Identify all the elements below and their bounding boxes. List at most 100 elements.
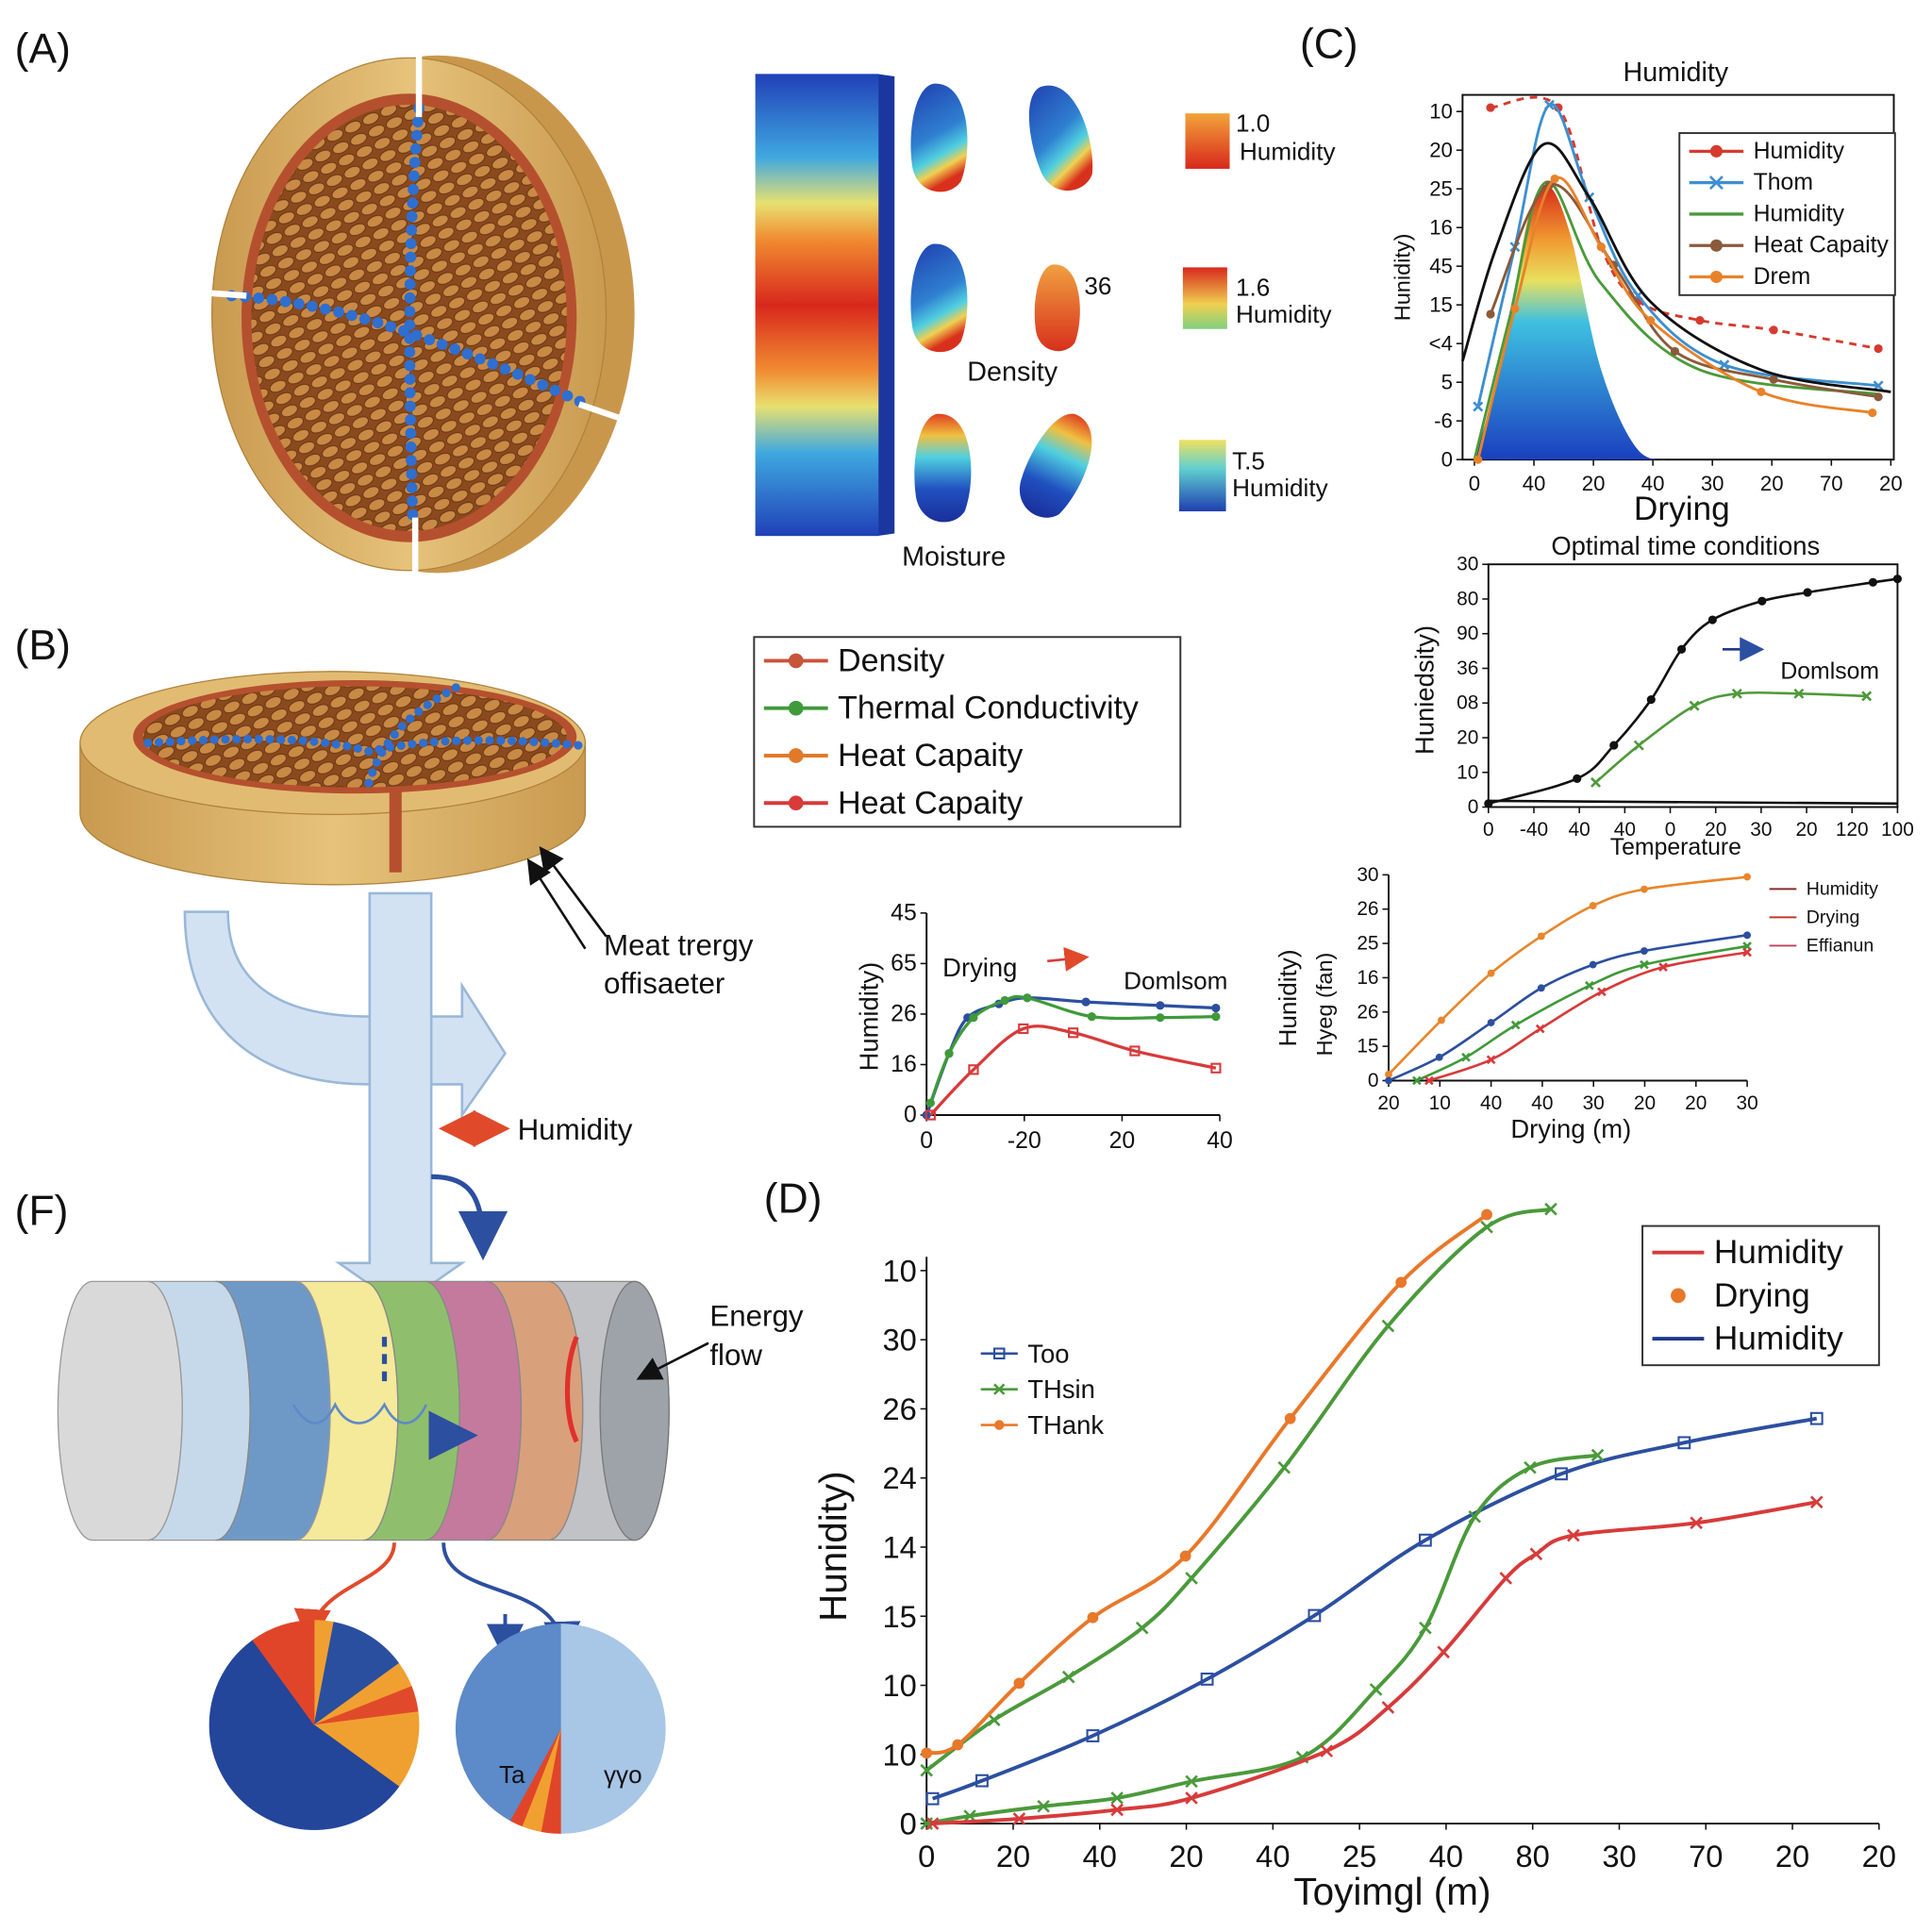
data-marker — [925, 1817, 940, 1830]
x-tick-label: 80 — [1516, 1839, 1550, 1874]
data-marker — [1597, 987, 1607, 997]
legend-label: Humidity — [1714, 1234, 1843, 1271]
data-marker — [1419, 1621, 1432, 1635]
data-marker — [1277, 1460, 1291, 1474]
data-marker — [1087, 1611, 1099, 1624]
x-axis-label: Drying — [1634, 491, 1730, 527]
flow-arrow — [335, 891, 466, 1308]
y-tick-label: 0 — [904, 1103, 917, 1128]
data-marker — [1731, 688, 1742, 699]
colorbar-value: T.5 — [1232, 446, 1265, 475]
data-marker — [1640, 959, 1649, 970]
pie-slice — [455, 1624, 561, 1822]
line — [1488, 577, 1898, 806]
data-marker — [1585, 980, 1594, 991]
x-tick-label: 20 — [1760, 472, 1784, 495]
line — [925, 1213, 1489, 1756]
data-marker — [1468, 1509, 1482, 1524]
x-tick-label: 100 — [1881, 819, 1914, 841]
x-tick-label: 20 — [1879, 472, 1903, 495]
x-tick-label: 0 — [918, 1839, 935, 1874]
y-tick-label: 0 — [1468, 796, 1479, 818]
cylinder-end — [599, 1280, 670, 1541]
data-marker — [1185, 1572, 1198, 1585]
x-tick-label: 30 — [1701, 472, 1724, 495]
data-marker — [921, 1747, 933, 1759]
data-marker — [925, 1791, 940, 1806]
annotation: Domlsom — [1124, 967, 1227, 995]
data-marker — [1633, 740, 1644, 751]
data-marker — [1573, 774, 1582, 783]
data-marker — [1211, 1012, 1221, 1022]
x-tick-label: 40 — [1429, 1839, 1463, 1874]
y-tick-label: <4 — [1429, 332, 1453, 356]
flow-arrow-small — [431, 1174, 508, 1261]
callout: Meat trergy — [604, 928, 754, 961]
flow-arrow — [183, 910, 508, 1120]
y-tick-label: 0 — [1441, 448, 1453, 472]
legend-label: Drying — [1807, 907, 1860, 927]
y-axis-label: Huniedsity) — [1409, 625, 1439, 755]
y-tick-label: 36 — [1457, 658, 1478, 679]
data-marker — [1641, 947, 1648, 955]
data-marker — [1743, 931, 1751, 940]
x-axis-label: Temperature — [1610, 835, 1741, 860]
data-marker — [1609, 741, 1619, 750]
legend-label: Heat Capaity — [838, 785, 1023, 821]
data-marker — [1179, 1550, 1191, 1562]
y-tick-label: 26 — [882, 1391, 916, 1426]
y-tick-label: 15 — [1357, 1036, 1378, 1058]
data-marker — [1868, 577, 1877, 587]
moisture-blob — [1034, 264, 1080, 352]
data-marker — [788, 653, 804, 669]
disk-slit — [389, 791, 402, 873]
x-tick-label: 0 — [1469, 472, 1480, 495]
line — [932, 1500, 1818, 1826]
pie-slice — [313, 1711, 420, 1788]
pie-slice — [559, 1624, 666, 1834]
y-tick-label: 14 — [882, 1529, 916, 1564]
data-marker — [1757, 596, 1767, 606]
annotation: Drying — [942, 953, 1017, 982]
legend-label: Density — [838, 642, 944, 678]
legend-label: Effianun — [1807, 935, 1874, 956]
data-marker — [925, 1098, 935, 1108]
data-marker — [994, 1420, 1005, 1430]
data-marker — [1676, 644, 1687, 654]
y-tick-label: 45 — [1429, 255, 1453, 278]
y-tick-label: 24 — [882, 1460, 916, 1495]
data-marker — [1874, 343, 1883, 354]
chart-title: Optimal time conditions — [1551, 531, 1820, 560]
data-marker — [1435, 1053, 1443, 1061]
data-marker — [1395, 1276, 1407, 1289]
x-tick-label: 20 — [1377, 1092, 1399, 1114]
data-marker — [968, 1064, 979, 1075]
data-marker — [1381, 1319, 1395, 1333]
blue-channel — [404, 103, 425, 524]
drum-grain — [251, 105, 567, 531]
blue-channel — [362, 683, 460, 793]
blue-channel — [225, 290, 597, 412]
colorbar-label: Humidity — [1240, 138, 1336, 166]
y-tick-label: 16 — [1429, 216, 1453, 240]
x-tick-label: 40 — [1569, 819, 1591, 841]
y-tick-label: 90 — [1457, 623, 1478, 644]
x-tick-label: 10 — [1429, 1092, 1451, 1114]
annotation: Density — [967, 357, 1058, 387]
data-marker — [1868, 408, 1877, 418]
x-tick-label: 0 — [920, 1128, 933, 1154]
colorbar-value: 1.0 — [1236, 109, 1270, 138]
y-axis-label: Hunidity) — [811, 1471, 855, 1622]
data-marker — [1473, 401, 1484, 412]
y-tick-label: 45 — [891, 900, 917, 925]
data-marker — [1535, 1024, 1545, 1034]
data-marker — [1012, 1812, 1026, 1825]
data-marker — [1793, 688, 1805, 699]
x-tick-label: 25 — [1342, 1839, 1376, 1874]
data-marker — [969, 1013, 978, 1023]
data-marker — [1185, 1774, 1198, 1789]
moisture-blob — [910, 243, 968, 353]
data-marker — [1211, 1003, 1221, 1013]
data-marker — [1589, 902, 1597, 909]
line — [925, 1207, 1552, 1773]
